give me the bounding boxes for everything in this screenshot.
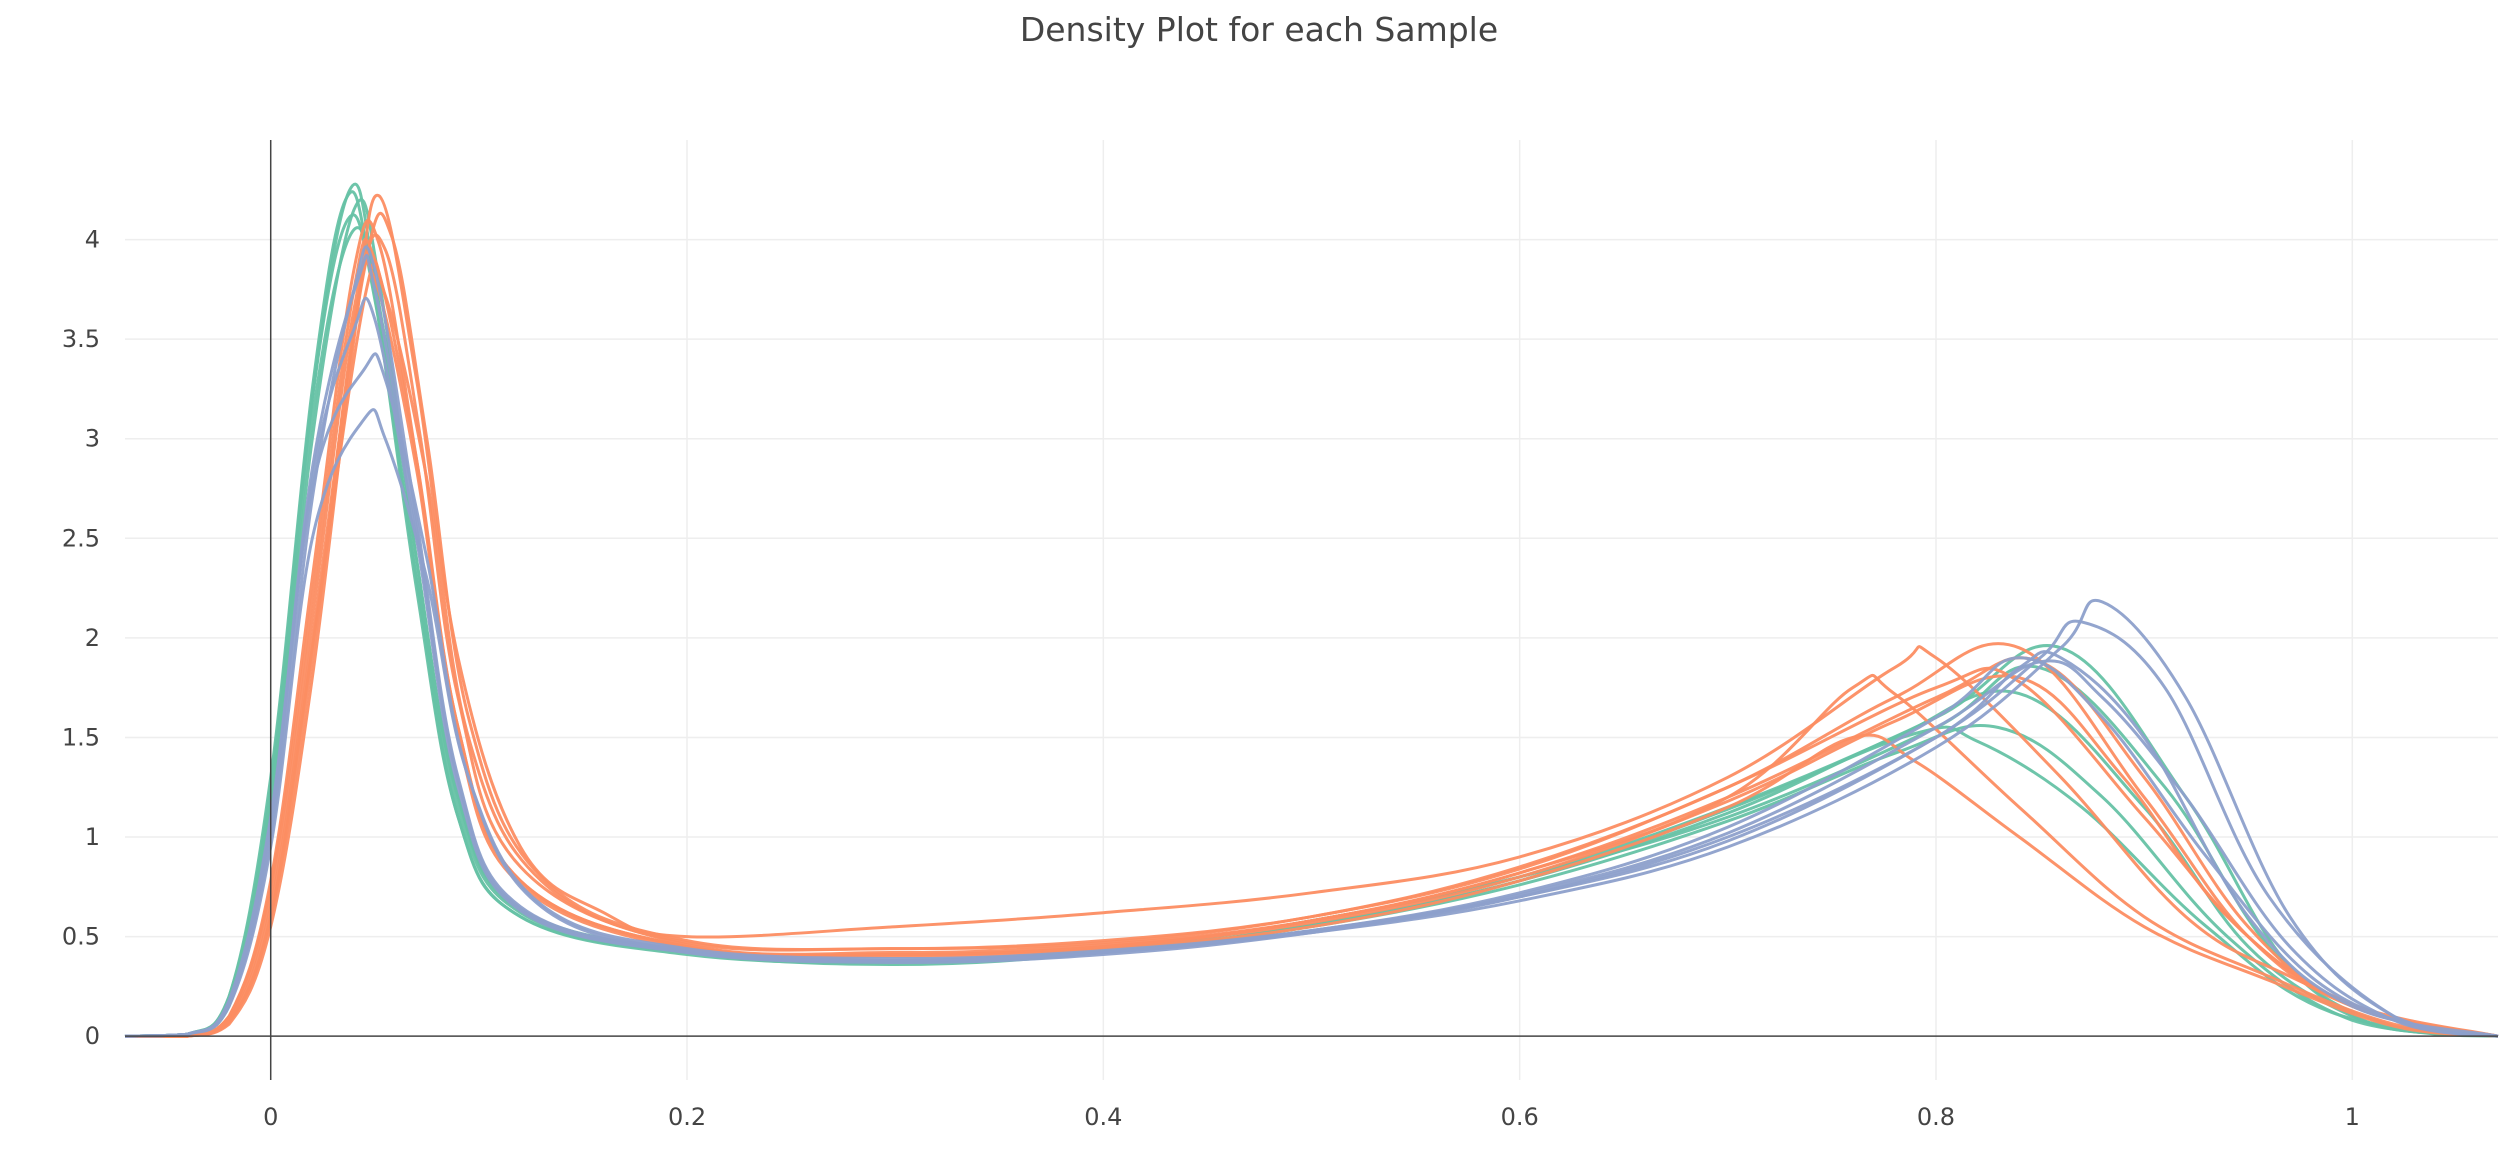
y-tick-label: 4 bbox=[85, 226, 100, 254]
y-tick-label: 3.5 bbox=[62, 325, 100, 353]
density-curve-0 bbox=[124, 182, 2499, 1038]
y-tick-label: 2.5 bbox=[62, 524, 100, 552]
x-tick-label: 0 bbox=[263, 1103, 278, 1131]
x-tick-label: 1 bbox=[2345, 1103, 2360, 1131]
y-tick-label: 0 bbox=[85, 1022, 100, 1050]
x-axis-ticks: 0 0.2 0.4 0.6 0.8 1 bbox=[263, 1103, 2360, 1131]
density-curve-16 bbox=[124, 253, 2499, 1038]
density-curve-13 bbox=[124, 408, 2499, 1038]
y-tick-label: 3 bbox=[85, 425, 100, 453]
density-curve-1 bbox=[124, 198, 2499, 1038]
x-tick-label: 0.8 bbox=[1917, 1103, 1955, 1131]
density-curves bbox=[124, 182, 2499, 1038]
density-curve-4 bbox=[124, 213, 2499, 1038]
y-tick-label: 1.5 bbox=[62, 723, 100, 751]
density-curve-10 bbox=[125, 259, 2499, 1038]
x-tick-label: 0.2 bbox=[668, 1103, 706, 1131]
density-curve-9 bbox=[125, 258, 2499, 1038]
x-tick-label: 0.4 bbox=[1084, 1103, 1122, 1131]
y-tick-label: 2 bbox=[85, 624, 100, 652]
density-curve-5 bbox=[125, 193, 2499, 1038]
zero-lines bbox=[125, 140, 2498, 1080]
y-axis-ticks: 0 0.5 1 1.5 2 2.5 3 3.5 4 bbox=[62, 226, 100, 1051]
chart-title: Density Plot for each Sample bbox=[1019, 10, 1499, 49]
y-tick-label: 0.5 bbox=[62, 923, 100, 951]
x-tick-label: 0.6 bbox=[1501, 1103, 1539, 1131]
y-tick-label: 1 bbox=[85, 823, 100, 851]
grid-lines bbox=[125, 140, 2498, 1080]
density-curve-2 bbox=[124, 190, 2499, 1038]
density-curve-6 bbox=[125, 211, 2499, 1038]
